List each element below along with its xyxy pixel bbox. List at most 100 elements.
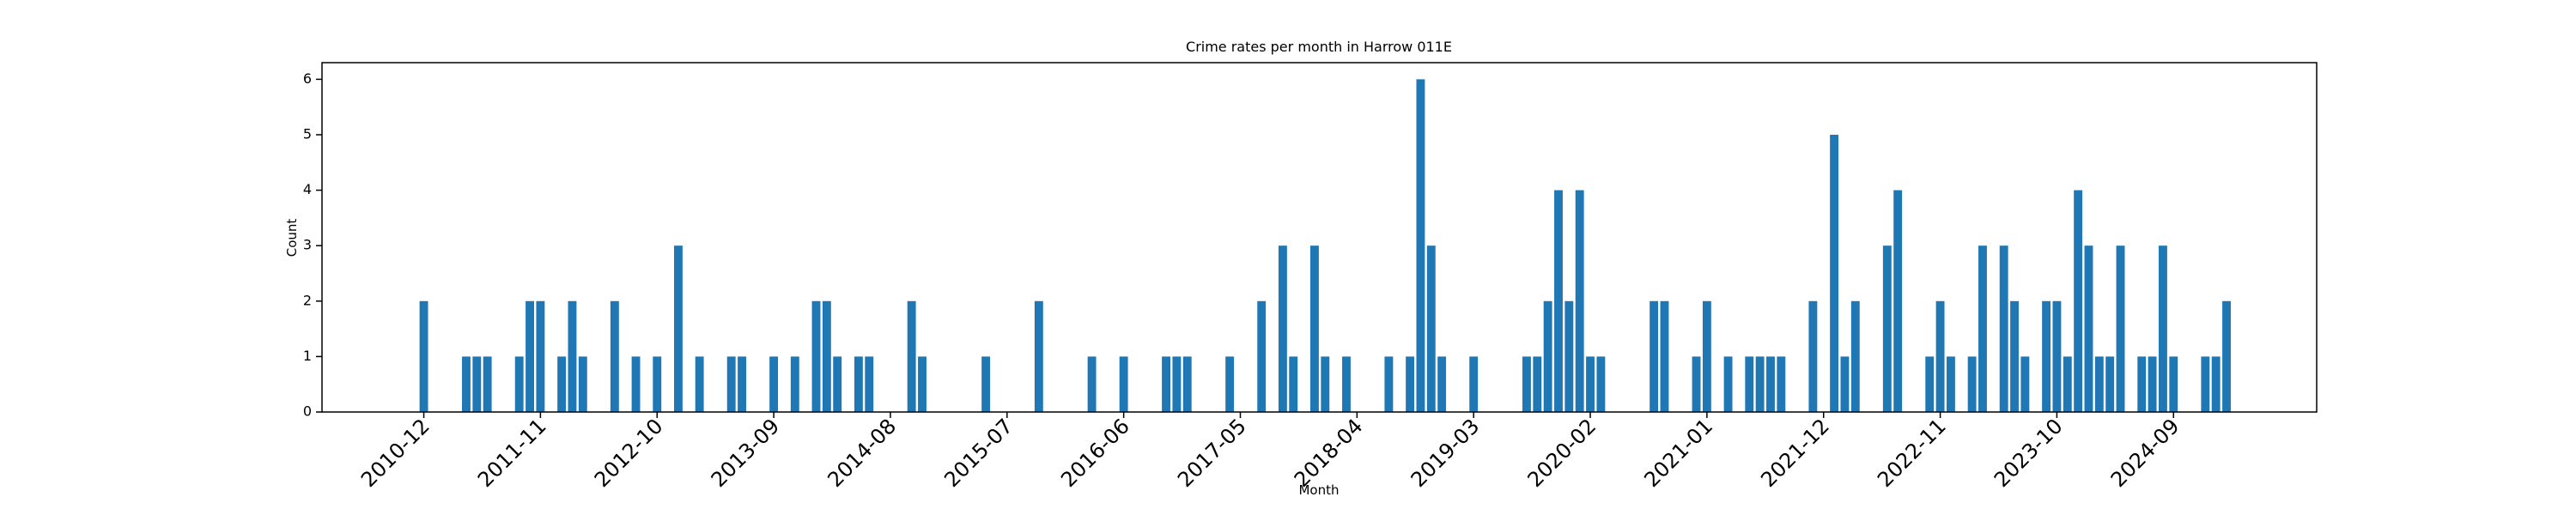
bar bbox=[2094, 356, 2104, 412]
bar bbox=[2201, 356, 2210, 412]
bar bbox=[1289, 356, 1298, 412]
bar bbox=[2052, 300, 2062, 412]
bar bbox=[695, 356, 704, 412]
bar bbox=[918, 356, 927, 412]
x-tick-label: 2014-08 bbox=[823, 414, 901, 492]
bar bbox=[1533, 356, 1542, 412]
bar bbox=[419, 300, 428, 412]
bar bbox=[822, 300, 831, 412]
bar bbox=[1426, 245, 1436, 412]
bar bbox=[568, 300, 577, 412]
bar bbox=[2084, 245, 2093, 412]
bar bbox=[2010, 300, 2019, 412]
bar bbox=[1469, 356, 1479, 412]
bar bbox=[1723, 356, 1733, 412]
bar bbox=[1999, 245, 2008, 412]
bar bbox=[1278, 245, 1287, 412]
x-tick-label: 2023-10 bbox=[1990, 414, 2068, 492]
bar bbox=[1893, 190, 1903, 413]
bar bbox=[1925, 356, 1935, 412]
bar bbox=[1967, 356, 1977, 412]
bar bbox=[514, 356, 524, 412]
y-tick-label: 5 bbox=[303, 125, 312, 142]
x-tick-label: 2016-06 bbox=[1056, 414, 1134, 492]
bar bbox=[1182, 356, 1192, 412]
bar bbox=[1840, 356, 1850, 412]
bar bbox=[1384, 356, 1394, 412]
bar bbox=[1225, 356, 1235, 412]
bar bbox=[1575, 190, 1584, 413]
bar bbox=[462, 356, 471, 412]
bar bbox=[769, 356, 779, 412]
bar bbox=[2074, 190, 2083, 413]
bar bbox=[1946, 356, 1955, 412]
y-tick-label: 1 bbox=[303, 348, 312, 364]
bar bbox=[833, 356, 842, 412]
x-tick-label: 2012-10 bbox=[590, 414, 668, 492]
bar bbox=[557, 356, 567, 412]
bar bbox=[1321, 356, 1330, 412]
bar bbox=[610, 300, 619, 412]
bar bbox=[653, 356, 662, 412]
bar bbox=[2137, 356, 2147, 412]
bar bbox=[472, 356, 482, 412]
x-tick-label: 2015-07 bbox=[939, 414, 1018, 492]
bar bbox=[1935, 300, 1945, 412]
bar bbox=[1649, 300, 1659, 412]
bar bbox=[1766, 356, 1775, 412]
bar bbox=[578, 356, 587, 412]
bar bbox=[1777, 356, 1786, 412]
bar bbox=[811, 300, 821, 412]
x-tick-label: 2011-11 bbox=[473, 414, 551, 492]
bar bbox=[2158, 245, 2167, 412]
x-tick-label: 2013-09 bbox=[707, 414, 785, 492]
bar bbox=[2148, 356, 2157, 412]
bar bbox=[1437, 356, 1447, 412]
bar bbox=[2116, 245, 2125, 412]
x-tick-label: 2017-05 bbox=[1173, 414, 1251, 492]
chart-title: Crime rates per month in Harrow 011E bbox=[1186, 39, 1452, 55]
bar bbox=[1755, 356, 1765, 412]
bar bbox=[865, 356, 874, 412]
bar bbox=[526, 300, 534, 412]
bar bbox=[1830, 134, 1839, 412]
bar bbox=[2063, 356, 2072, 412]
bar bbox=[1660, 300, 1669, 412]
x-axis-label: Month bbox=[1298, 482, 1339, 498]
bar bbox=[536, 300, 545, 412]
y-tick-label: 6 bbox=[303, 70, 312, 87]
plot-frame bbox=[321, 62, 2318, 413]
x-tick-label: 2019-03 bbox=[1406, 414, 1485, 492]
bar bbox=[1257, 300, 1267, 412]
bar bbox=[738, 356, 746, 412]
bar bbox=[1745, 356, 1754, 412]
bar bbox=[1692, 356, 1701, 412]
bar bbox=[1586, 356, 1595, 412]
x-tick-label: 2024-09 bbox=[2106, 414, 2184, 492]
bar bbox=[631, 356, 641, 412]
x-tick-label: 2018-04 bbox=[1290, 414, 1368, 492]
bar bbox=[1596, 356, 1606, 412]
y-axis-label: Count bbox=[284, 219, 300, 258]
bar bbox=[1342, 356, 1351, 412]
x-tick-label: 2021-12 bbox=[1756, 414, 1834, 492]
bar bbox=[1978, 245, 1987, 412]
bar bbox=[2211, 356, 2221, 412]
bar bbox=[1034, 300, 1043, 412]
bar bbox=[1554, 190, 1563, 413]
bar bbox=[1564, 300, 1574, 412]
bar bbox=[483, 356, 492, 412]
y-tick-label: 3 bbox=[303, 237, 312, 253]
bar bbox=[2222, 300, 2231, 412]
bar bbox=[1406, 356, 1415, 412]
bar bbox=[981, 356, 991, 412]
x-tick-label: 2021-01 bbox=[1639, 414, 1717, 492]
bar bbox=[674, 245, 683, 412]
bar bbox=[1543, 300, 1552, 412]
bar bbox=[1172, 356, 1182, 412]
y-tick-label: 0 bbox=[303, 403, 312, 420]
bar bbox=[1882, 245, 1892, 412]
bar bbox=[2020, 356, 2030, 412]
x-tick-label: 2010-12 bbox=[356, 414, 434, 492]
